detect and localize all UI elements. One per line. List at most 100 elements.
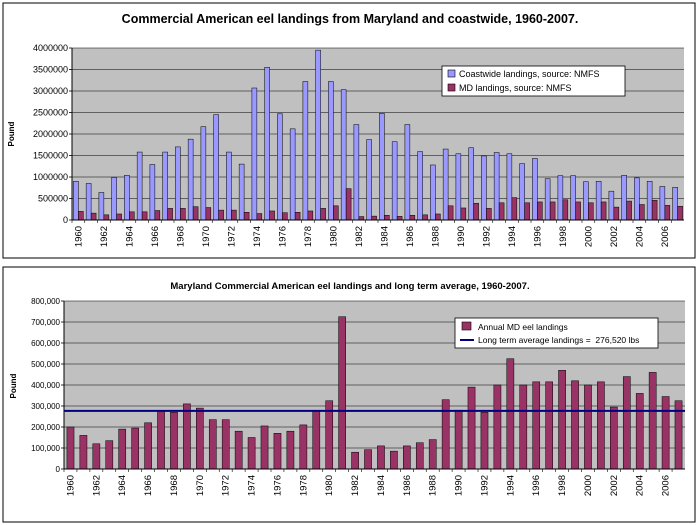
chart-1-bar (435, 213, 441, 221)
chart-2-x-tick-label: 1992 (479, 475, 490, 496)
chart-1-bar (549, 201, 556, 221)
chart-1-bar (129, 211, 135, 221)
chart-1-bar (282, 212, 288, 221)
chart-1-panel: Commercial American eel landings from Ma… (2, 2, 696, 259)
chart-2-y-tick-label: 700,000 (31, 318, 60, 327)
chart-2-x-tick-label: 1970 (195, 475, 206, 496)
chart-2-bar (480, 412, 489, 470)
chart-1-bar (264, 67, 270, 221)
chart-2-bar (66, 426, 75, 470)
chart-2-y-tick-labels: 0 100,000 200,000 300,000 400,000 500,000 600,… (31, 297, 60, 474)
chart-2-y-tick-label: 500,000 (31, 360, 60, 369)
chart-2-x-tick-label: 1988 (428, 475, 439, 496)
chart-2-x-tick-label: 1986 (402, 475, 413, 496)
chart-1-bar (621, 175, 627, 221)
chart-2-bar (118, 428, 127, 470)
chart-1-bar (85, 183, 92, 221)
chart-1-bar (73, 181, 79, 221)
chart-1-x-tick-label: 1980 (328, 226, 339, 247)
chart-2-bar (584, 384, 592, 470)
chart-1-bar (493, 152, 500, 221)
chart-2-x-tick-label: 1978 (298, 475, 309, 496)
chart-2-bar (157, 411, 165, 470)
chart-1-legend-label-coastwide: Coastwide landings, source: NMFS (459, 69, 600, 79)
chart-2-y-tick-label: 400,000 (31, 381, 60, 390)
chart-2-bar (519, 384, 528, 470)
chart-1-bar (583, 181, 589, 221)
chart-2-bar (622, 376, 631, 470)
chart-1-bar (315, 49, 321, 221)
chart-1-bar (524, 202, 530, 221)
chart-1-bar (639, 204, 645, 221)
chart-1-x-tick-labels: 1960 1962 1964 1966 1968 1970 1972 1974 1976 1978… (71, 220, 672, 247)
chart-2-y-axis-label: Pound (9, 373, 18, 398)
chart-2-bar (234, 430, 243, 470)
chart-1-bar (371, 215, 377, 221)
chart-1-y-tick-label: 500000 (38, 194, 68, 204)
chart-2-y-tick-label: 0 (56, 465, 61, 474)
chart-2-bar (221, 419, 230, 470)
chart-1-x-tick-label: 1990 (456, 226, 467, 247)
chart-2-legend: Annual MD eel landings Long term average… (454, 317, 659, 349)
chart-2-bar (558, 370, 566, 470)
chart-2-bar (648, 372, 657, 470)
chart-1-bar (404, 124, 411, 221)
chart-2-bar (144, 422, 152, 470)
chart-1-x-tick-label: 1982 (354, 226, 365, 247)
chart-1-bar (154, 210, 161, 221)
chart-1-x-tick-label: 1994 (507, 226, 518, 247)
chart-1-legend-box (441, 65, 626, 97)
chart-2-bar (183, 403, 191, 470)
chart-2-x-tick-label: 1972 (221, 475, 232, 496)
chart-2-x-tick-label: 1998 (557, 475, 568, 496)
chart-2-bar (208, 419, 217, 470)
chart-1-x-tick-label: 1996 (532, 226, 543, 247)
chart-1-bar (575, 201, 581, 221)
chart-1-bar (192, 206, 199, 221)
chart-1-bar (486, 208, 492, 221)
chart-1-bar (243, 212, 250, 221)
chart-2-bar (286, 430, 295, 470)
chart-1-bar (384, 215, 390, 221)
chart-2-bars (66, 316, 683, 470)
chart-1-y-tick-label: 0 (63, 215, 68, 225)
chart-1-bar (634, 177, 640, 221)
chart-1-bar (600, 201, 607, 221)
chart-2-x-tick-label: 1960 (65, 475, 76, 496)
chart-1-bar (141, 211, 148, 221)
chart-1-bar (379, 113, 385, 221)
chart-1-legend: Coastwide landings, source: NMFS MD land… (441, 65, 626, 97)
chart-2-bar (506, 358, 515, 470)
chart-1-bar (557, 175, 564, 221)
chart-1-bar (90, 212, 97, 221)
chart-1-bar (162, 151, 168, 221)
chart-2-bar (610, 406, 618, 470)
chart-2-bar (571, 380, 579, 470)
chart-2-x-tick-label: 2000 (583, 475, 594, 496)
chart-1-x-tick-label: 1964 (124, 226, 135, 247)
chart-1-bar (294, 212, 301, 221)
chart-1-bar (481, 155, 487, 221)
chart-1-bar (447, 205, 454, 221)
chart-1-title: Commercial American eel landings from Ma… (122, 12, 579, 26)
chart-1-x-tick-label: 1970 (201, 226, 212, 247)
chart-2-legend-label-md: Annual MD eel landings (478, 322, 568, 332)
chart-2-bar (364, 449, 372, 470)
chart-1-x-tick-label: 1960 (73, 226, 84, 247)
chart-1-bar (238, 163, 245, 221)
chart-2-x-tick-label: 1984 (376, 475, 387, 496)
chart-1-bar (588, 202, 594, 221)
chart-1-bar (111, 177, 117, 221)
chart-2-bar (545, 381, 553, 470)
chart-2-bar (415, 442, 424, 470)
chart-1-bar (213, 114, 219, 221)
chart-1-y-tick-label: 3000000 (33, 86, 68, 96)
chart-2-x-tick-label: 1962 (91, 475, 102, 496)
chart-1-bar (205, 207, 212, 221)
chart-1-y-tick-label: 1000000 (33, 172, 68, 182)
chart-1-bar (511, 197, 518, 221)
chart-1-bar (307, 210, 314, 221)
chart-1-bar (136, 151, 143, 221)
chart-1-bar (608, 190, 615, 221)
